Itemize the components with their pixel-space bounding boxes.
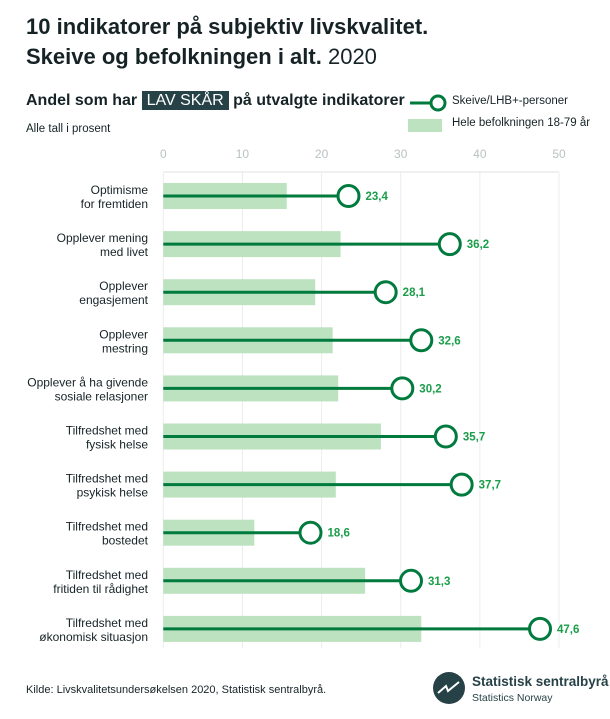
subtitle-pre: Andel som har xyxy=(26,92,138,109)
skeive-dot xyxy=(390,376,415,401)
category-label: Opplever mening med livet xyxy=(57,231,149,259)
legend-bar-swatch xyxy=(408,119,442,132)
value-label: 18,6 xyxy=(328,528,350,540)
skeive-dot xyxy=(336,184,361,208)
category-label: Opplever å ha givende sosiale relasjoner xyxy=(27,375,148,403)
x-tick-label: 40 xyxy=(473,147,487,161)
skeive-dot xyxy=(409,328,434,353)
title-line-1: 10 indikatorer på subjektiv livskvalitet… xyxy=(26,14,429,39)
logo-name: Statistisk sentralbyrå xyxy=(472,674,609,689)
category-label: Tilfredshet med psykisk helse xyxy=(66,472,149,500)
value-label: 28,1 xyxy=(403,287,426,299)
x-tick-label: 20 xyxy=(315,147,329,161)
source-note: Kilde: Livskvalitetsundersøkelsen 2020, … xyxy=(26,684,327,696)
skeive-dot xyxy=(298,520,323,545)
category-label: Tilfredshet med bostedet xyxy=(66,520,149,548)
skeive-dot xyxy=(373,280,398,305)
title-year: 2020 xyxy=(327,44,377,69)
skeive-dot xyxy=(449,472,474,497)
ssb-logo: Statistisk sentralbyrå Statistics Norway xyxy=(432,668,610,708)
unit-note: Alle tall i prosent xyxy=(26,123,111,135)
chart-title: 10 indikatorer på subjektiv livskvalitet… xyxy=(26,12,428,72)
category-label: Optimisme for fremtiden xyxy=(81,183,149,211)
legend-label: Skeive/LHB+-personer xyxy=(452,95,569,107)
x-tick-label: 50 xyxy=(552,147,566,161)
skeive-dot xyxy=(528,616,553,641)
value-label: 23,4 xyxy=(365,191,388,203)
legend-label: Hele befolkningen 18-79 år xyxy=(452,117,591,129)
value-label: 47,6 xyxy=(557,624,579,636)
title-line-2: Skeive og befolkningen i alt. xyxy=(26,44,322,69)
chart-plot: 0 10 20 30 40 50 Optimisme for fremtiden 23,4 Opp… xyxy=(27,147,579,648)
subtitle-badge: LAV SKÅR xyxy=(141,91,229,110)
chart-subtitle: Andel som har LAV SKÅR på utvalgte indik… xyxy=(26,91,405,110)
logo-sub: Statistics Norway xyxy=(472,692,553,704)
value-label: 36,2 xyxy=(467,239,489,251)
skeive-dot xyxy=(437,232,462,257)
value-label: 35,7 xyxy=(463,432,485,444)
ssb-logo-icon xyxy=(433,672,465,704)
legend-dot-marker xyxy=(410,94,447,112)
category-label: Tilfredshet med økonomisk situasjon xyxy=(39,616,148,644)
category-label: Opplever engasjement xyxy=(79,279,148,307)
category-label: Tilfredshet med fritiden til rådighet xyxy=(53,568,148,596)
category-label: Opplever mestring xyxy=(99,327,148,355)
x-tick-label: 30 xyxy=(394,147,408,161)
skeive-dot xyxy=(433,424,458,449)
skeive-dot xyxy=(399,568,424,593)
subtitle-post: på utvalgte indikatorer xyxy=(233,92,405,109)
category-label: Tilfredshet med fysisk helse xyxy=(66,424,149,452)
x-tick-label: 10 xyxy=(236,147,250,161)
value-label: 30,2 xyxy=(419,383,441,395)
value-label: 31,3 xyxy=(428,576,450,588)
value-label: 37,7 xyxy=(479,480,501,492)
value-label: 32,6 xyxy=(438,335,460,347)
x-tick-label: 0 xyxy=(160,147,167,161)
